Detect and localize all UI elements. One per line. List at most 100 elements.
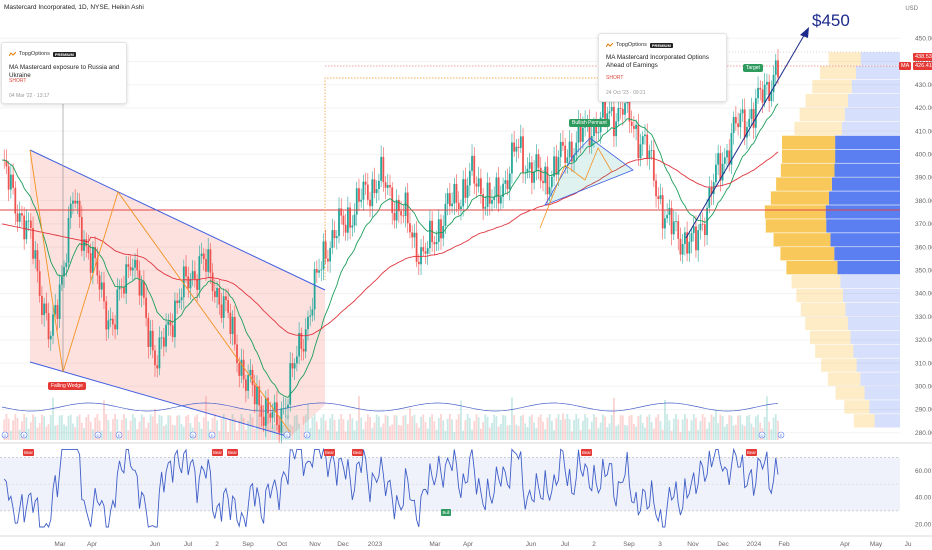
volume-bar bbox=[304, 414, 307, 440]
candle-body bbox=[502, 183, 504, 197]
candle-body bbox=[373, 179, 376, 194]
volume-bar bbox=[695, 417, 697, 440]
candle-body bbox=[320, 269, 323, 271]
candle-body bbox=[488, 182, 491, 204]
premium-badge: PREMIUM bbox=[52, 51, 76, 57]
rsi-bear-label: Bear bbox=[213, 450, 222, 455]
volume-bar bbox=[482, 422, 485, 440]
rsi-bear-label: Bear bbox=[228, 450, 237, 455]
candle-body bbox=[136, 259, 139, 271]
volume-bar bbox=[364, 421, 367, 440]
candle-body bbox=[193, 271, 196, 279]
volume-bar bbox=[14, 414, 17, 440]
x-tick-label: Jun bbox=[150, 541, 161, 548]
candle-body bbox=[486, 182, 489, 207]
rsi-tick-label: 60.00 bbox=[915, 468, 932, 475]
volume-bar bbox=[504, 415, 507, 440]
candle-body bbox=[344, 224, 347, 233]
card-side: SHORT bbox=[606, 75, 624, 81]
candle-body bbox=[129, 266, 132, 271]
volume-bar bbox=[480, 428, 482, 440]
event-marker-label: E bbox=[211, 433, 214, 438]
rsi-bear-tag bbox=[352, 449, 363, 456]
x-tick-label: Jul bbox=[561, 541, 570, 548]
candle-body bbox=[149, 330, 152, 347]
candle-body bbox=[253, 384, 256, 405]
volume-bar bbox=[207, 421, 210, 440]
volume-bar bbox=[313, 414, 316, 440]
card-title[interactable]: MA Mastercard exposure to Russia and Ukr… bbox=[9, 64, 120, 79]
vp-down-bar bbox=[780, 247, 835, 261]
idea-card-russia-ukraine[interactable]: TopgOptions PREMIUM MA Mastercard exposu… bbox=[1, 42, 127, 104]
volume-bar bbox=[555, 418, 558, 440]
candle-body bbox=[699, 223, 702, 231]
candle-body bbox=[349, 207, 351, 228]
volume-bar bbox=[499, 423, 502, 440]
candle-body bbox=[774, 60, 777, 75]
volume-bar bbox=[318, 429, 320, 440]
candle-body bbox=[69, 203, 72, 218]
x-tick-label: May bbox=[870, 541, 883, 548]
y-tick-label: 280.00 bbox=[915, 430, 932, 437]
candle-body bbox=[579, 119, 582, 142]
volume-bar bbox=[395, 415, 398, 440]
volume-bar bbox=[772, 417, 775, 440]
volume-bar bbox=[38, 422, 41, 440]
candle-body bbox=[262, 416, 265, 426]
volume-bar bbox=[435, 429, 438, 440]
event-marker-label: E bbox=[118, 433, 121, 438]
volume-bar bbox=[114, 414, 116, 440]
volume-bar bbox=[597, 428, 600, 440]
overlay-lines bbox=[0, 27, 900, 438]
volume-bar bbox=[295, 414, 298, 440]
event-marker bbox=[189, 431, 197, 439]
candle-body bbox=[327, 258, 329, 262]
candle-body bbox=[145, 297, 148, 318]
idea-card-earnings[interactable]: TopgOptions PREMIUM MA Mastercard Incorp… bbox=[598, 33, 727, 102]
volume-bar bbox=[409, 408, 411, 440]
volume-bar bbox=[411, 416, 414, 440]
candle-body bbox=[167, 321, 170, 325]
volume-bar bbox=[712, 416, 715, 440]
volume-bar bbox=[182, 426, 185, 440]
volume-bar bbox=[464, 420, 467, 440]
candle-body bbox=[440, 219, 442, 239]
candle-body bbox=[517, 146, 520, 148]
candle-body bbox=[692, 226, 695, 234]
candle-body bbox=[118, 286, 121, 290]
volume-bar bbox=[734, 424, 737, 440]
candle-body bbox=[7, 166, 10, 190]
candle-body bbox=[754, 98, 757, 128]
volume-bar bbox=[506, 425, 509, 440]
candle-body bbox=[309, 315, 312, 317]
volume-bar bbox=[406, 423, 409, 440]
volume-bar bbox=[754, 416, 757, 440]
candle-body bbox=[466, 185, 469, 198]
volume-bar bbox=[220, 418, 223, 440]
candle-body bbox=[32, 227, 34, 259]
volume-bar bbox=[289, 424, 292, 440]
candle-body bbox=[65, 262, 68, 268]
candle-body bbox=[570, 141, 573, 162]
candle-body bbox=[331, 230, 334, 248]
vp-down-bar bbox=[815, 344, 854, 358]
candle-body bbox=[664, 218, 666, 229]
candle-body bbox=[375, 189, 378, 194]
candle-body bbox=[160, 337, 163, 339]
axes: 280.00290.00300.00310.00320.00330.00340.… bbox=[0, 35, 932, 548]
falling-wedge-label: Falling Wedge bbox=[48, 382, 86, 390]
volume-bar bbox=[391, 424, 394, 440]
candle-body bbox=[307, 316, 309, 330]
volume-bar bbox=[570, 431, 573, 440]
card-title[interactable]: MA Mastercard Incorporated Options Ahead… bbox=[606, 54, 709, 69]
volume-bar bbox=[293, 415, 296, 440]
candle-body bbox=[366, 184, 369, 200]
volume-bar bbox=[768, 421, 771, 440]
candle-body bbox=[415, 232, 418, 262]
volume-bar bbox=[233, 418, 236, 440]
volume-bars bbox=[1, 396, 779, 440]
premium-badge: PREMIUM bbox=[649, 42, 673, 48]
volume-bar bbox=[149, 414, 152, 440]
volume-bar bbox=[400, 425, 402, 440]
